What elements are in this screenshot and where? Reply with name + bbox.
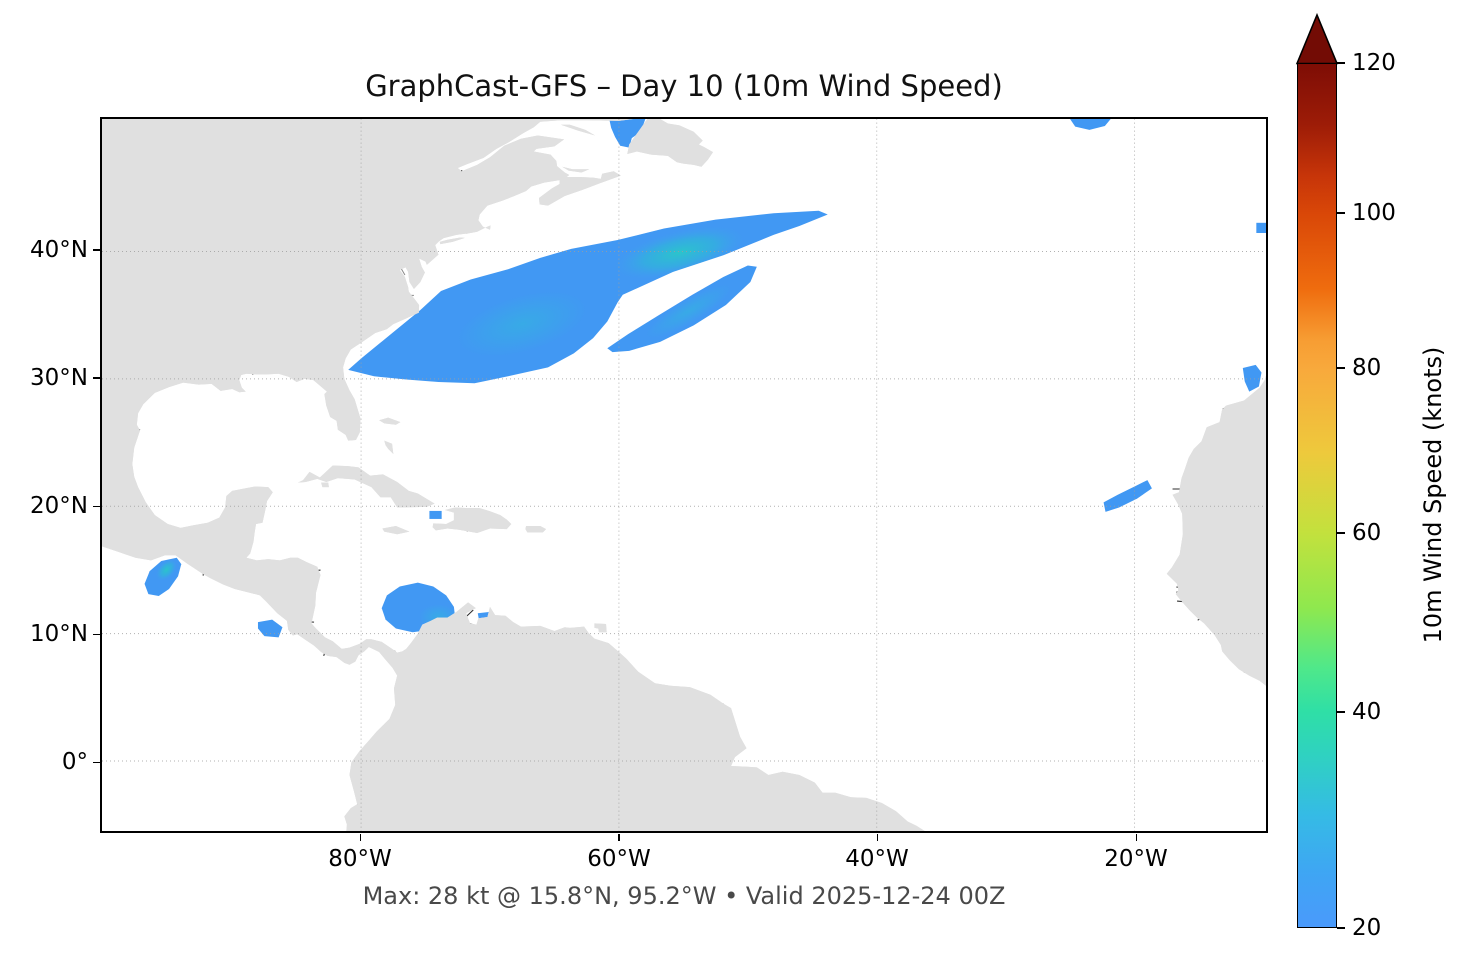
colorbar-tickmark <box>1337 927 1345 929</box>
y-tickmark <box>93 249 100 251</box>
colorbar <box>1297 63 1337 928</box>
wind-patch-mauritania-offshore <box>1103 480 1152 512</box>
colorbar-tickmark <box>1337 711 1345 713</box>
wind-patch-north-atlantic-edge <box>1070 119 1111 130</box>
wind-patch-windward-passage <box>429 510 442 519</box>
colorbar-tickmark <box>1337 532 1345 534</box>
wind-patch-morocco-coast <box>1242 364 1262 392</box>
colorbar-extend-arrow <box>1295 13 1339 65</box>
x-tickmark <box>618 834 620 841</box>
colorbar-tick-label: 80 <box>1352 355 1382 381</box>
colorbar-tickmark <box>1337 62 1345 64</box>
wind-patch-iberia-edge <box>1256 222 1266 233</box>
map-canvas <box>102 119 1266 831</box>
y-tickmark <box>93 761 100 764</box>
x-tick-label: 60°W <box>587 846 651 872</box>
y-tick-label: 10°N <box>30 621 88 647</box>
colorbar-tickmark <box>1337 212 1345 214</box>
wind-patch-nicaragua-pacific <box>257 619 283 638</box>
colorbar-tickmark <box>1337 367 1345 369</box>
colorbar-tick-label: 100 <box>1352 200 1396 226</box>
x-tickmark <box>1135 834 1138 841</box>
colorbar-tick-label: 60 <box>1352 520 1382 546</box>
figure-title: GraphCast-GFS – Day 10 (10m Wind Speed) <box>365 69 1003 103</box>
colorbar-tick-label: 120 <box>1352 50 1396 76</box>
y-tick-label: 30°N <box>30 365 88 391</box>
x-tick-label: 80°W <box>328 846 392 872</box>
y-tickmark <box>93 377 100 379</box>
colorbar-tick-label: 20 <box>1352 915 1382 941</box>
x-tickmark <box>876 834 879 841</box>
wind-speed-shading <box>144 119 1266 638</box>
x-tick-label: 20°W <box>1104 846 1168 872</box>
y-tick-label: 0° <box>61 749 88 775</box>
y-tickmark <box>93 505 100 508</box>
gridlines <box>102 119 1266 831</box>
y-tickmark <box>93 633 100 636</box>
figure-caption: Max: 28 kt @ 15.8°N, 95.2°W • Valid 2025… <box>362 882 1006 910</box>
x-tick-label: 40°W <box>845 846 909 872</box>
x-tickmark <box>359 834 362 841</box>
colorbar-tick-label: 40 <box>1352 699 1382 725</box>
colorbar-axis-label: 10m Wind Speed (knots) <box>1419 346 1447 644</box>
y-tick-label: 20°N <box>30 493 88 519</box>
map-plot-area <box>100 117 1268 833</box>
y-tick-label: 40°N <box>30 237 88 263</box>
wind-patch-newfoundland <box>609 119 646 148</box>
